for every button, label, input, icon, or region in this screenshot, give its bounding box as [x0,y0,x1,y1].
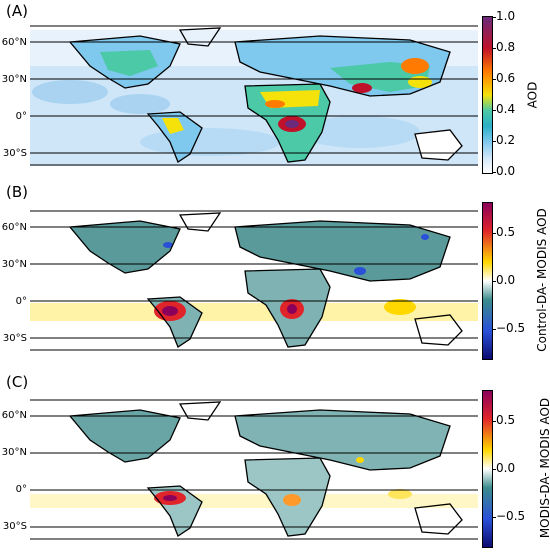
panel-a-map [30,22,478,166]
panel-c-lat-30s: 30°S [2,521,27,532]
panel-a-colorbar-label: AOD [525,81,540,109]
panel-c-cbar-tick-3: −0.5 [496,509,526,523]
panel-a-cbar-tick-3: 0.6 [496,71,516,85]
panel-b-letter: (B) [6,183,28,201]
panel-a-lat-30n: 30°N [1,74,27,85]
panel-c-lat-60n: 60°N [1,410,27,421]
panel-c-cbar-tick-1: 0.5 [496,413,516,427]
panel-c-colorbar-label: MODIS-DA- MODIS AOD [538,397,550,539]
panel-b-colorbar-label: Control-DA- MODIS AOD [534,208,549,352]
panel-b-cbar-tick-2: 0.0 [496,273,516,287]
panel-b-lat-60n: 60°N [1,222,27,233]
panel-b-lat-30s: 30°S [2,333,27,344]
panel-c-lat-30n: 30°N [1,447,27,458]
panel-c-letter: (C) [6,373,29,391]
panel-b-map [30,207,478,351]
panel-a-lat-30s: 30°S [2,148,27,159]
panel-a-colorbar [482,16,493,174]
panel-a-cbar-tick-5: 0.2 [496,133,516,147]
panel-c-map [30,396,478,540]
panel-a-letter: (A) [6,2,28,20]
panel-b-lat-30n: 30°N [1,259,27,270]
panel-a-lat-60n: 60°N [1,37,27,48]
panel-b-cbar-tick-1: 0.5 [496,225,516,239]
panel-a-cbar-tick-1: 1.0 [496,9,516,23]
panel-a-cbar-tick-4: 0.4 [496,102,516,116]
panel-c-cbar-tick-2: 0.0 [496,461,516,475]
panel-b-lat-0: 0° [15,296,27,307]
panel-c-lat-0: 0° [15,484,27,495]
panel-a-lat-0: 0° [15,111,27,122]
panel-b-cbar-tick-3: −0.5 [496,321,526,335]
panel-a-cbar-tick-2: 0.8 [496,40,516,54]
panel-a-cbar-tick-6: 0.0 [496,164,516,178]
